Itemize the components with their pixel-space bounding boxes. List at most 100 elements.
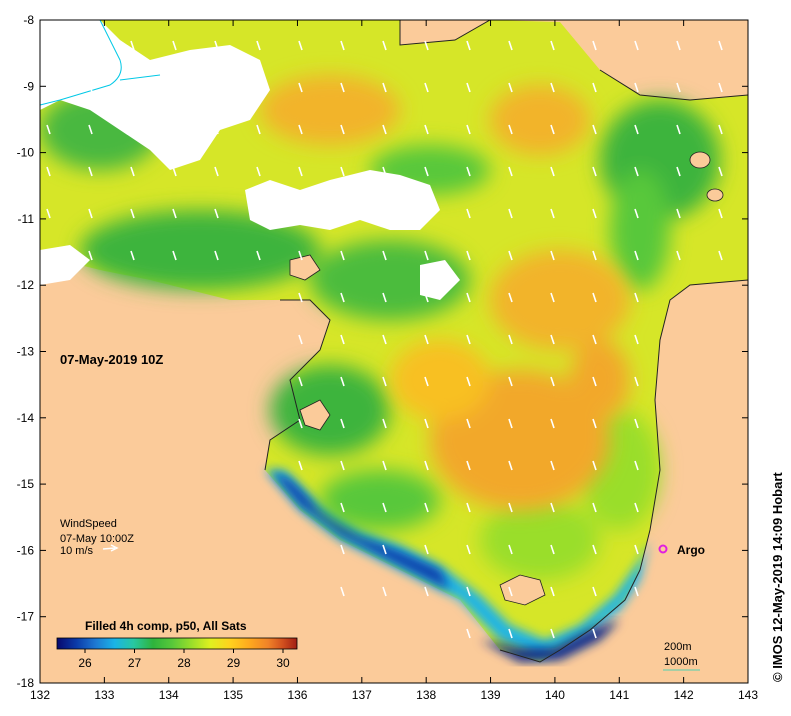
wind-arrow (298, 166, 303, 177)
wind-arrow (340, 40, 345, 51)
wind-legend-title: WindSpeed (60, 518, 117, 530)
wind-arrow (592, 292, 597, 303)
wind-arrow (424, 586, 429, 597)
cloud-mask (40, 20, 460, 300)
x-tick-label: 140 (545, 688, 565, 702)
wind-arrow (676, 208, 681, 219)
wind-arrow (592, 502, 597, 513)
wind-arrow (130, 40, 135, 51)
wind-arrow (382, 418, 387, 429)
y-tick-label: -15 (17, 477, 35, 491)
wind-arrow (382, 40, 387, 51)
wind-arrow (424, 292, 429, 303)
x-tick-label: 141 (609, 688, 629, 702)
wind-arrow (466, 292, 471, 303)
wind-arrow (592, 208, 597, 219)
wind-arrow (46, 208, 51, 219)
wind-arrow (298, 292, 303, 303)
wind-arrow (508, 628, 513, 639)
wind-arrow (214, 250, 219, 261)
wind-arrow (466, 124, 471, 135)
wind-arrow (382, 82, 387, 93)
wind-arrow (508, 334, 513, 345)
wind-arrow (88, 82, 93, 93)
wind-arrow (508, 586, 513, 597)
x-tick-label: 132 (30, 688, 50, 702)
wind-arrow (88, 208, 93, 219)
wind-arrow (718, 208, 723, 219)
wind-arrow (46, 166, 51, 177)
colorbar-tick-label: 27 (128, 656, 142, 670)
copyright-label: © IMOS 12-May-2019 14:09 Hobart (770, 472, 785, 682)
wind-arrow (634, 460, 639, 471)
wind-arrow (592, 166, 597, 177)
wind-arrow (634, 292, 639, 303)
wind-arrow (256, 166, 261, 177)
wind-arrow (634, 418, 639, 429)
wind-legend-time: 07-May 10:00Z (60, 533, 134, 545)
colorbar-tick-label: 28 (177, 656, 191, 670)
date-label: 07-May-2019 10Z (60, 352, 163, 367)
wind-arrow (172, 82, 177, 93)
wind-arrow (592, 334, 597, 345)
wind-arrow (382, 124, 387, 135)
wind-arrow (718, 250, 723, 261)
wind-arrow (550, 628, 555, 639)
wind-arrow (382, 208, 387, 219)
wind-arrow (130, 166, 135, 177)
wind-arrow (298, 376, 303, 387)
wind-arrow (466, 40, 471, 51)
wind-arrow (592, 250, 597, 261)
wind-arrow (634, 82, 639, 93)
wind-arrow (634, 586, 639, 597)
wind-arrow (508, 376, 513, 387)
x-tick-label: 138 (416, 688, 436, 702)
wind-arrow (214, 124, 219, 135)
wind-arrow (508, 124, 513, 135)
wind-arrow (256, 208, 261, 219)
wind-arrow (340, 334, 345, 345)
wind-arrow (298, 250, 303, 261)
argo-label: Argo (677, 543, 705, 557)
wind-arrow (214, 208, 219, 219)
wind-arrow (550, 292, 555, 303)
argo-float[interactable]: Argo (658, 543, 706, 557)
wind-arrow (130, 250, 135, 261)
wind-arrow (256, 40, 261, 51)
wind-arrow (46, 124, 51, 135)
wind-arrow (676, 166, 681, 177)
wind-arrow (340, 166, 345, 177)
wind-arrow (424, 40, 429, 51)
wind-arrow (340, 292, 345, 303)
wind-arrow (592, 418, 597, 429)
y-tick-label: -12 (17, 278, 35, 292)
colorbar-tick-label: 29 (227, 656, 241, 670)
wind-arrow (298, 334, 303, 345)
wind-arrow (508, 502, 513, 513)
wind-arrow (466, 166, 471, 177)
wind-arrow (466, 544, 471, 555)
warm-patches (260, 75, 630, 510)
contour-200m-label: 200m (664, 641, 692, 653)
green-patches (40, 90, 720, 580)
wind-arrow (130, 82, 135, 93)
wind-arrow (718, 40, 723, 51)
wind-arrow (382, 166, 387, 177)
colorbar-title: Filled 4h comp, p50, All Sats (85, 619, 247, 633)
wind-arrow (592, 40, 597, 51)
wind-arrow (592, 124, 597, 135)
wind-arrow (550, 166, 555, 177)
wind-arrow (298, 82, 303, 93)
wind-arrow (550, 250, 555, 261)
wind-arrow (592, 460, 597, 471)
colorbar-tick-label: 30 (276, 656, 290, 670)
wind-arrow (592, 544, 597, 555)
x-tick-label: 142 (674, 688, 694, 702)
wind-arrow (256, 250, 261, 261)
wind-arrow (172, 208, 177, 219)
wind-arrow (676, 82, 681, 93)
wind-arrow (466, 334, 471, 345)
sea-surface-temperature-field (40, 20, 748, 662)
wind-arrow (88, 124, 93, 135)
